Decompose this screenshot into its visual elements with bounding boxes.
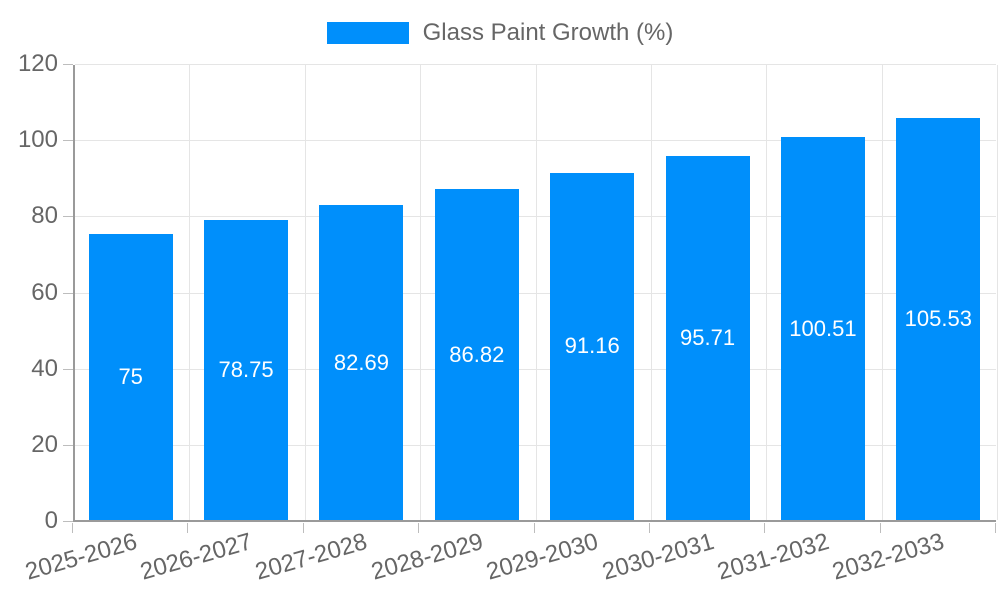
y-tick-label: 120 [17, 50, 58, 77]
bar-2026-2027[interactable]: 78.75 [204, 220, 289, 520]
y-tick-label: 80 [31, 202, 58, 230]
bar-2025-2026[interactable]: 75 [88, 234, 173, 520]
bar-2028-2029[interactable]: 86.82 [434, 189, 519, 520]
gridline-v [304, 65, 306, 520]
x-tick-mark [879, 523, 881, 533]
legend-label: Glass Paint Growth (%) [422, 19, 674, 46]
x-tick-mark [72, 523, 73, 533]
gridline-v [535, 65, 537, 520]
y-tick-label: 20 [31, 430, 58, 458]
y-tick-label: 60 [31, 278, 58, 306]
bar-2030-2031[interactable]: 95.71 [665, 155, 750, 520]
plot-area: 75 78.75 82.69 86.82 91.16 95.71 100.51 105.53 [73, 64, 998, 522]
bar-value-label: 86.82 [449, 341, 505, 367]
y-tick-mark [63, 216, 73, 218]
x-tick-mark [764, 523, 766, 533]
bar-value-label: 75 [118, 364, 143, 390]
y-tick-mark [63, 444, 73, 446]
gridline-v [766, 65, 768, 520]
bar-2029-2030[interactable]: 91.16 [550, 172, 635, 520]
bar-value-label: 95.71 [680, 324, 736, 350]
x-tick-mark [533, 523, 535, 533]
bar-value-label: 82.69 [333, 349, 389, 375]
x-tick-mark [187, 523, 189, 533]
y-tick-mark [63, 368, 73, 370]
bar-2032-2033[interactable]: 105.53 [896, 118, 981, 520]
y-tick-mark [63, 521, 73, 522]
x-tick-mark [648, 523, 650, 533]
y-tick-mark [63, 292, 73, 294]
x-tick-mark [302, 523, 304, 533]
bar-value-label: 100.51 [789, 315, 857, 341]
gridline-v [997, 65, 998, 520]
y-tick-mark [63, 140, 73, 142]
bar-value-label: 105.53 [904, 306, 972, 332]
chart-legend: Glass Paint Growth (%) [0, 18, 1000, 48]
gridline-v [189, 65, 191, 520]
gridline-h [75, 64, 996, 65]
legend-swatch [326, 22, 409, 44]
y-tick-label: 40 [31, 354, 58, 382]
x-tick-mark [995, 523, 996, 533]
bar-2031-2032[interactable]: 100.51 [780, 137, 865, 520]
legend-item-glass-paint-growth[interactable]: Glass Paint Growth (%) [326, 19, 674, 46]
bar-value-label: 78.75 [218, 357, 274, 383]
bar-2027-2028[interactable]: 82.69 [319, 205, 404, 520]
y-tick-mark [63, 64, 73, 65]
gridline-v [420, 65, 422, 520]
y-tick-label: 100 [17, 126, 58, 154]
gridline-v [650, 65, 652, 520]
x-tick-mark [418, 523, 420, 533]
bar-value-label: 91.16 [564, 333, 620, 359]
y-tick-label: 0 [44, 507, 58, 534]
gridline-v [881, 65, 883, 520]
